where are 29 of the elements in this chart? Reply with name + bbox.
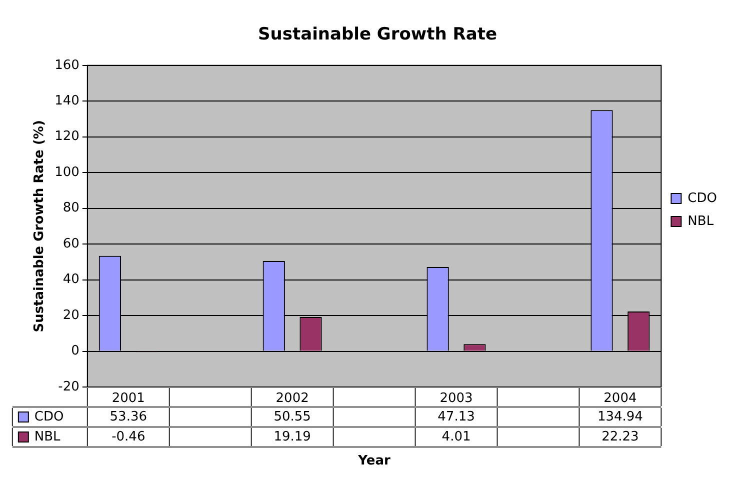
x-tick-label: 2003 (440, 391, 473, 406)
data-label: 134.94 (597, 409, 643, 424)
y-tick-label: 80 (62, 200, 80, 216)
data-label: 50.55 (274, 409, 311, 424)
chart-title: Sustainable Growth Rate (258, 24, 497, 45)
y-tick-label: 140 (54, 94, 80, 109)
y-tick-label: 40 (62, 272, 80, 288)
y-tick-label: 0 (71, 344, 80, 359)
text: CDO (688, 190, 718, 206)
data-label: 19.19 (274, 429, 311, 444)
y-tick-label: -20 (58, 379, 80, 394)
y-tick-label: 20 (62, 308, 80, 323)
legend-label: CDO (34, 409, 64, 424)
data-label: -0.46 (112, 429, 146, 444)
x-axis-title: Year (357, 453, 391, 468)
x-tick-label: 2002 (276, 391, 309, 406)
text: NBL (34, 429, 60, 444)
x-tick-label: 2001 (112, 391, 145, 406)
y-tick-label: 60 (62, 236, 80, 252)
y-axis-title: Sustainable Growth Rate (%) (32, 120, 48, 332)
data-label: 4.01 (442, 429, 471, 444)
x-tick-label: 2004 (604, 391, 637, 406)
data-label: 22.23 (602, 429, 639, 444)
data-label: 47.13 (438, 409, 475, 424)
y-tick-label: 100 (54, 164, 80, 180)
y-tick-label: 120 (54, 129, 80, 144)
data-label: 53.36 (110, 409, 148, 424)
legend-label: NBL (688, 214, 714, 229)
y-tick-label: 160 (54, 58, 80, 73)
